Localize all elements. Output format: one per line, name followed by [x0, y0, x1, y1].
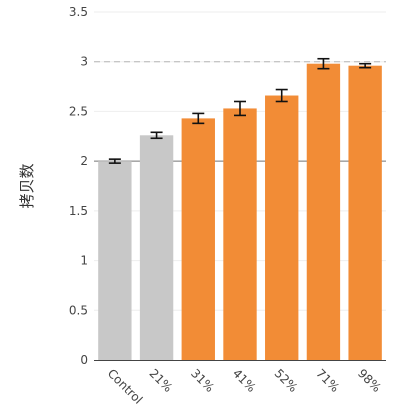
- x-tick-label: 71%: [313, 366, 342, 395]
- bar: [223, 108, 257, 361]
- x-tick-label: 21%: [146, 366, 175, 395]
- error-bar: [317, 57, 330, 70]
- bar: [265, 95, 299, 361]
- bar: [181, 118, 215, 360]
- y-tick-label: 0: [80, 353, 88, 367]
- y-tick-label: 2: [80, 154, 88, 168]
- y-tick-label: 1.5: [69, 204, 88, 218]
- bar: [348, 65, 382, 360]
- bar: [139, 135, 174, 360]
- bar: [98, 161, 132, 360]
- bar: [306, 63, 341, 361]
- y-tick-label: 2.5: [69, 104, 88, 118]
- error-bar: [150, 131, 163, 140]
- error-bar: [192, 112, 205, 125]
- y-tick-label: 3.5: [69, 5, 88, 19]
- error-bars: [108, 57, 372, 164]
- x-tick-labels: Control 21% 31% 41% 52% 71% 98%: [105, 366, 384, 407]
- y-tick-labels: 0 0.5 1 1.5 2 2.5 3 3.5: [69, 5, 88, 367]
- x-tick-label: 52%: [272, 366, 301, 395]
- bars: [98, 63, 382, 361]
- error-bar: [275, 88, 288, 103]
- error-bar: [359, 62, 372, 69]
- x-tick-label: Control: [105, 366, 146, 407]
- error-bar: [234, 100, 246, 117]
- x-tick-label: 98%: [355, 366, 384, 395]
- x-tick-label: 31%: [188, 366, 217, 395]
- y-tick-label: 0.5: [69, 303, 88, 317]
- y-axis-label: 拷贝数: [18, 163, 36, 208]
- y-tick-label: 1: [80, 254, 88, 268]
- y-tick-label: 3: [80, 55, 88, 69]
- x-tick-label: 41%: [230, 366, 259, 395]
- error-bar: [108, 158, 121, 164]
